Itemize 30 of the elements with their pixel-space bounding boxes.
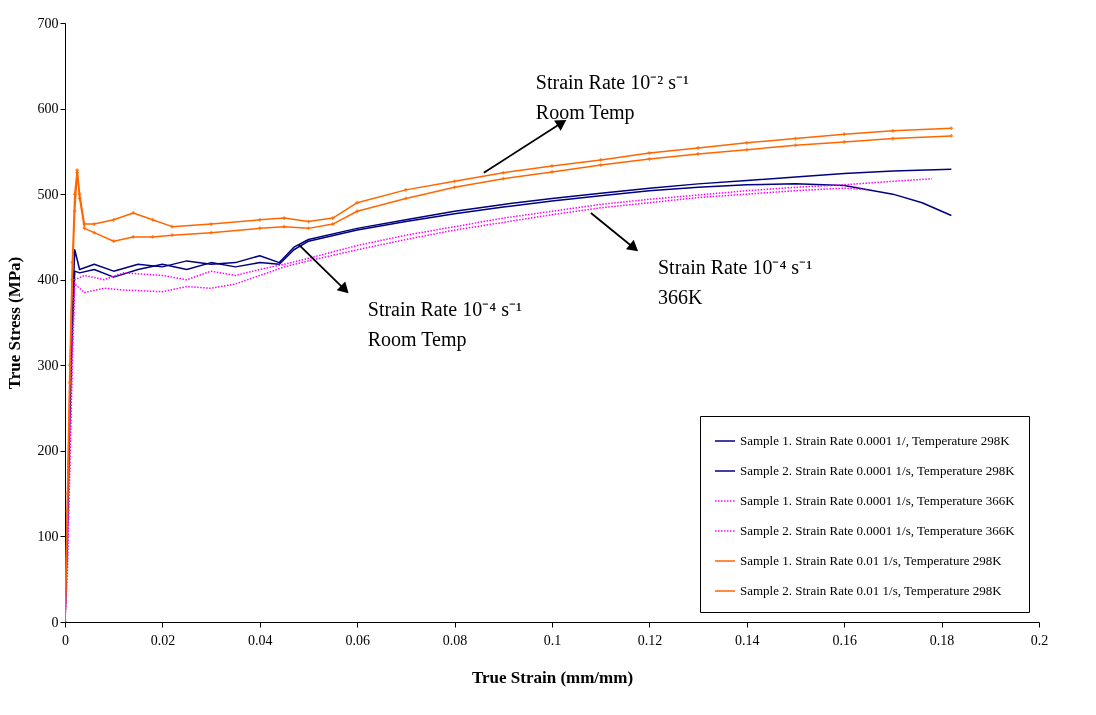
x-tick-label: 0.04 — [248, 632, 273, 648]
x-tick-label: 0.12 — [637, 632, 663, 648]
y-tick-label: 100 — [37, 528, 59, 544]
annotation: Strain Rate 10⁻⁴ s⁻¹ Room Temp — [367, 297, 522, 351]
y-tick-label: 600 — [37, 101, 59, 117]
x-tick-label: 0.06 — [345, 632, 370, 648]
legend-label: Sample 2. Strain Rate 0.0001 1/s, Temperature 298K — [740, 463, 1016, 478]
y-axis-title: True Stress (MPa) — [4, 256, 24, 390]
x-tick-label: 0.14 — [735, 632, 760, 648]
x-tick-label: 0 — [62, 632, 69, 648]
x-tick-label: 0.02 — [150, 632, 176, 648]
x-tick-label: 0.08 — [442, 632, 468, 648]
x-tick-label: 0.1 — [543, 632, 562, 648]
legend-label: Sample 2. Strain Rate 0.0001 1/s, Temperature 366K — [740, 523, 1016, 538]
y-tick-label: 500 — [37, 186, 59, 202]
x-tick-label: 0.2 — [1030, 632, 1049, 648]
y-tick-label: 0 — [51, 614, 59, 630]
legend-label: Sample 1. Strain Rate 0.0001 1/, Temperature 298K — [740, 433, 1011, 448]
x-tick-label: 0.18 — [929, 632, 955, 648]
annotation: Strain Rate 10⁻² s⁻¹ Room Temp — [535, 70, 690, 124]
x-tick-label: 0.16 — [832, 632, 857, 648]
y-tick-label: 400 — [37, 272, 59, 288]
legend-label: Sample 1. Strain Rate 0.0001 1/s, Temperature 366K — [740, 493, 1016, 508]
x-axis-title: True Strain (mm/mm) — [471, 667, 634, 687]
y-tick-label: 700 — [37, 15, 59, 31]
y-tick-label: 300 — [37, 357, 59, 373]
annotation: Strain Rate 10⁻⁴ s⁻¹ 366K — [657, 255, 813, 308]
legend-label: Sample 2. Strain Rate 0.01 1/s, Temperature 298K — [740, 583, 1003, 598]
y-tick-label: 200 — [37, 443, 59, 459]
legend-label: Sample 1. Strain Rate 0.01 1/s, Temperature 298K — [740, 553, 1003, 568]
